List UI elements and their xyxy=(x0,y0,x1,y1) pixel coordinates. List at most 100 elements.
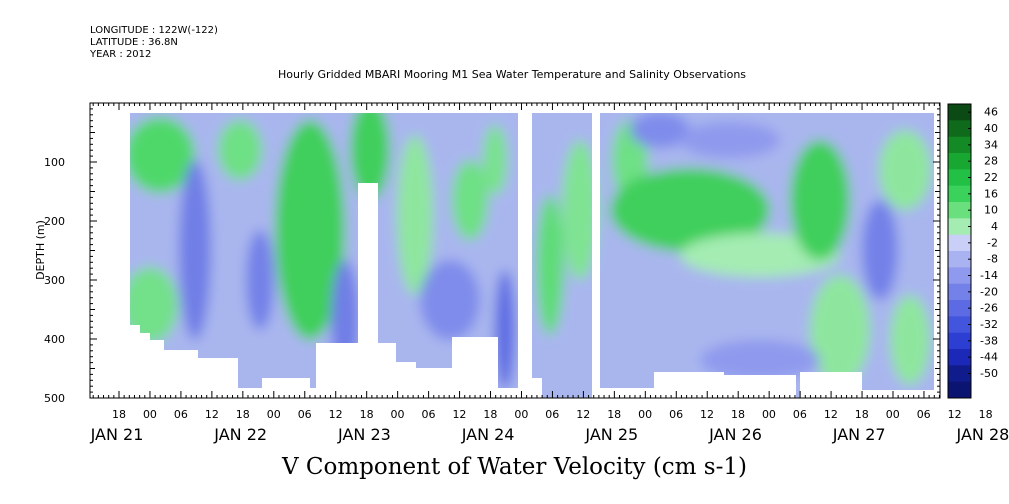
colorbar-swatch xyxy=(948,234,971,252)
x-tick-label: 12 xyxy=(452,408,466,421)
colorbar-label: -26 xyxy=(980,302,998,315)
latitude-label: LATITUDE : 36.8N xyxy=(90,37,178,48)
date-label: JAN 27 xyxy=(832,425,886,444)
x-tick-label: 18 xyxy=(236,408,250,421)
date-label: JAN 23 xyxy=(337,425,391,444)
colorbar-swatch xyxy=(948,202,971,219)
no-data-area xyxy=(518,103,532,398)
x-tick-label: 12 xyxy=(948,408,962,421)
x-tick-label: 06 xyxy=(174,408,188,421)
no-data-area xyxy=(498,388,518,398)
x-tick-label: 18 xyxy=(360,408,374,421)
colorbar-swatch xyxy=(948,349,971,366)
colorbar-swatch xyxy=(948,316,971,334)
x-tick-label: 06 xyxy=(917,408,931,421)
x-tick-label: 06 xyxy=(669,408,683,421)
colorbar-label: 28 xyxy=(984,155,998,168)
date-label: JAN 24 xyxy=(461,425,515,444)
no-data-area xyxy=(654,372,724,398)
colorbar-swatch xyxy=(948,251,971,268)
colorbar-label: -20 xyxy=(980,285,998,298)
x-tick-label: 18 xyxy=(607,408,621,421)
colorbar-swatch xyxy=(948,365,971,383)
colorbar-label: 4 xyxy=(991,220,998,233)
colorbar-swatch xyxy=(948,185,971,203)
colorbar-label: 22 xyxy=(984,171,998,184)
colorbar-frame xyxy=(947,103,972,399)
x-tick-label: 18 xyxy=(112,408,126,421)
velocity-field xyxy=(90,103,940,398)
date-label: JAN 21 xyxy=(90,425,144,444)
x-axis-title: V Component of Water Velocity (cm s-1) xyxy=(282,454,747,480)
colorbar: 46 40 34 28 22 16 10 4 -2 -8 -14 -20 -26 -32 -38 -44 -50 xyxy=(947,103,998,399)
colorbar-label: 46 xyxy=(984,106,998,119)
no-data-area xyxy=(724,375,796,398)
no-data-area xyxy=(262,378,310,398)
x-tick-label: 00 xyxy=(638,408,652,421)
y-tick-label: 400 xyxy=(44,333,65,346)
no-data-area xyxy=(238,388,262,398)
colorbar-label: -2 xyxy=(987,236,998,249)
colorbar-swatch xyxy=(948,136,971,154)
date-label: JAN 26 xyxy=(708,425,762,444)
no-data-area xyxy=(358,183,378,343)
colorbar-label: -14 xyxy=(980,269,998,282)
colorbar-swatch xyxy=(948,104,971,121)
colorbar-label: -8 xyxy=(987,253,998,266)
no-data-area xyxy=(592,103,600,398)
no-data-area xyxy=(532,378,542,398)
no-data-area xyxy=(862,390,934,398)
longitude-label: LONGITUDE : 122W(-122) xyxy=(90,25,218,36)
x-tick-label: 12 xyxy=(824,408,838,421)
no-data-area xyxy=(164,350,198,398)
colorbar-label: -32 xyxy=(980,318,998,331)
y-tick-label: 500 xyxy=(44,392,65,405)
no-data-mask xyxy=(90,103,940,398)
no-data-area xyxy=(198,358,238,398)
y-axis-title: DEPTH (m) xyxy=(34,220,47,280)
colorbar-label: -50 xyxy=(980,367,998,380)
no-data-area xyxy=(90,103,130,398)
x-tick-label: 18 xyxy=(731,408,745,421)
colorbar-swatch xyxy=(948,267,971,285)
colorbar-swatch xyxy=(948,332,971,350)
y-tick-label: 300 xyxy=(44,274,65,287)
colorbar-swatch xyxy=(948,300,971,317)
y-tick-label: 200 xyxy=(44,215,65,228)
x-tick-label: 00 xyxy=(143,408,157,421)
no-data-area xyxy=(140,333,150,398)
date-label: JAN 25 xyxy=(584,425,638,444)
colorbar-label: 34 xyxy=(984,138,998,151)
x-tick-label: 06 xyxy=(298,408,312,421)
colorbar-label: 40 xyxy=(984,122,998,135)
chart-title: Hourly Gridded MBARI Mooring M1 Sea Wate… xyxy=(277,68,747,81)
colorbar-swatch xyxy=(948,169,971,187)
colorbar-label: 10 xyxy=(984,204,998,217)
date-label: JAN 22 xyxy=(213,425,267,444)
x-tick-label: 06 xyxy=(793,408,807,421)
x-tick-label: 00 xyxy=(391,408,405,421)
no-data-area xyxy=(396,362,416,398)
x-tick-label: 00 xyxy=(267,408,281,421)
year-label: YEAR : 2012 xyxy=(90,49,152,60)
colorbar-swatch xyxy=(948,153,971,170)
colorbar-swatch xyxy=(948,283,971,301)
no-data-area xyxy=(600,388,654,398)
x-tick-label: 00 xyxy=(514,408,528,421)
x-tick-label: 12 xyxy=(329,408,343,421)
x-tick-label: 12 xyxy=(205,408,219,421)
no-data-area xyxy=(310,388,316,398)
colorbar-swatch xyxy=(948,381,971,399)
x-tick-label: 06 xyxy=(545,408,559,421)
colorbar-swatch xyxy=(948,120,971,138)
no-data-area xyxy=(416,368,452,398)
x-tick-label: 00 xyxy=(762,408,776,421)
x-tick-label: 12 xyxy=(700,408,714,421)
no-data-area xyxy=(130,325,140,398)
date-label: JAN 28 xyxy=(956,425,1009,444)
x-tick-label: 18 xyxy=(855,408,869,421)
y-tick-label: 100 xyxy=(44,156,65,169)
no-data-area xyxy=(90,103,940,113)
